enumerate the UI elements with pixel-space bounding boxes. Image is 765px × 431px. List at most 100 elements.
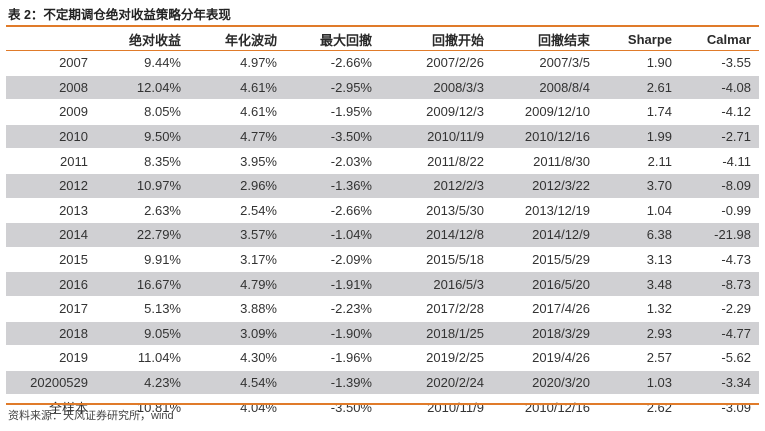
cell-ann-vol: 4.04% xyxy=(189,394,285,420)
cell-dd-end: 2014/12/9 xyxy=(492,222,598,248)
cell-sharpe: 2.61 xyxy=(598,75,680,101)
cell-calmar: -2.71 xyxy=(680,124,759,150)
cell-max-drawdown: -1.96% xyxy=(285,345,380,371)
cell-max-drawdown: -1.90% xyxy=(285,321,380,347)
cell-sharpe: 3.70 xyxy=(598,173,680,199)
cell-abs-return: 16.67% xyxy=(96,271,189,297)
cell-period: 2019 xyxy=(6,345,96,371)
cell-period: 2013 xyxy=(6,198,96,224)
cell-max-drawdown: -1.36% xyxy=(285,173,380,199)
cell-period: 20200529 xyxy=(6,370,96,396)
cell-period: 2009 xyxy=(6,99,96,125)
cell-period: 2014 xyxy=(6,222,96,248)
cell-dd-end: 2018/3/29 xyxy=(492,321,598,347)
cell-dd-end: 2017/4/26 xyxy=(492,296,598,322)
table-row: 2012 10.97% 2.96% -1.36% 2012/2/3 2012/3/22 3.… xyxy=(6,173,759,199)
header-rule xyxy=(6,50,759,51)
cell-period: 2008 xyxy=(6,75,96,101)
cell-dd-start: 2015/5/18 xyxy=(380,247,492,273)
cell-sharpe: 1.90 xyxy=(598,51,680,76)
table-row: 全样本 10.81% 4.04% -3.50% 2010/11/9 2010/12/16 2… xyxy=(6,394,759,420)
cell-dd-end: 2010/12/16 xyxy=(492,124,598,150)
cell-sharpe: 3.13 xyxy=(598,247,680,273)
cell-abs-return: 9.91% xyxy=(96,247,189,273)
cell-dd-start: 2009/12/3 xyxy=(380,99,492,125)
top-rule xyxy=(6,25,759,27)
table-row: 2016 16.67% 4.79% -1.91% 2016/5/3 2016/5/20 3.… xyxy=(6,271,759,297)
cell-sharpe: 1.03 xyxy=(598,370,680,396)
cell-period: 2018 xyxy=(6,321,96,347)
table-row: 2018 9.05% 3.09% -1.90% 2018/1/25 2018/3/29 2.… xyxy=(6,321,759,347)
cell-period: 2011 xyxy=(6,148,96,174)
cell-abs-return: 10.97% xyxy=(96,173,189,199)
table-row: 2009 8.05% 4.61% -1.95% 2009/12/3 2009/12/10 1… xyxy=(6,99,759,125)
cell-calmar: -21.98 xyxy=(680,222,759,248)
cell-dd-start: 2007/2/26 xyxy=(380,51,492,76)
cell-calmar: -4.73 xyxy=(680,247,759,273)
cell-calmar: -3.34 xyxy=(680,370,759,396)
cell-dd-end: 2011/8/30 xyxy=(492,148,598,174)
cell-abs-return: 9.50% xyxy=(96,124,189,150)
cell-sharpe: 1.32 xyxy=(598,296,680,322)
cell-ann-vol: 3.57% xyxy=(189,222,285,248)
cell-abs-return: 8.35% xyxy=(96,148,189,174)
table-body: 2007 9.44% 4.97% -2.66% 2007/2/26 2007/3/5 1.9… xyxy=(6,51,759,420)
cell-sharpe: 1.99 xyxy=(598,124,680,150)
cell-sharpe: 2.62 xyxy=(598,394,680,420)
cell-dd-start: 2020/2/24 xyxy=(380,370,492,396)
cell-max-drawdown: -2.03% xyxy=(285,148,380,174)
cell-dd-end: 2013/12/19 xyxy=(492,198,598,224)
cell-abs-return: 5.13% xyxy=(96,296,189,322)
cell-dd-end: 2010/12/16 xyxy=(492,394,598,420)
cell-dd-start: 2014/12/8 xyxy=(380,222,492,248)
cell-calmar: -3.55 xyxy=(680,51,759,76)
cell-dd-end: 2020/3/20 xyxy=(492,370,598,396)
cell-calmar: -4.08 xyxy=(680,75,759,101)
cell-calmar: -4.11 xyxy=(680,148,759,174)
cell-sharpe: 2.57 xyxy=(598,345,680,371)
cell-calmar: -2.29 xyxy=(680,296,759,322)
table-row: 2007 9.44% 4.97% -2.66% 2007/2/26 2007/3/5 1.9… xyxy=(6,51,759,76)
cell-sharpe: 3.48 xyxy=(598,271,680,297)
table-row: 20200529 4.23% 4.54% -1.39% 2020/2/24 2020/3/… xyxy=(6,370,759,396)
cell-dd-end: 2019/4/26 xyxy=(492,345,598,371)
header-dd-end: 回撤结束 xyxy=(537,32,590,48)
cell-max-drawdown: -2.23% xyxy=(285,296,380,322)
cell-max-drawdown: -1.04% xyxy=(285,222,380,248)
header-abs-return: 绝对收益 xyxy=(128,32,181,48)
cell-dd-end: 2009/12/10 xyxy=(492,99,598,125)
table-row: 2008 12.04% 4.61% -2.95% 2008/3/3 2008/8/4 2.6… xyxy=(6,75,759,101)
cell-ann-vol: 4.97% xyxy=(189,51,285,76)
cell-dd-end: 2015/5/29 xyxy=(492,247,598,273)
table-row: 2013 2.63% 2.54% -2.66% 2013/5/30 2013/12/19 1… xyxy=(6,198,759,224)
cell-ann-vol: 3.17% xyxy=(189,247,285,273)
cell-sharpe: 1.04 xyxy=(598,198,680,224)
cell-max-drawdown: -2.09% xyxy=(285,247,380,273)
table-row: 2011 8.35% 3.95% -2.03% 2011/8/22 2011/8/30 2.… xyxy=(6,148,759,174)
cell-abs-return: 9.44% xyxy=(96,51,189,76)
cell-max-drawdown: -1.91% xyxy=(285,271,380,297)
table-row: 2017 5.13% 3.88% -2.23% 2017/2/28 2017/4/26 1.… xyxy=(6,296,759,322)
cell-max-drawdown: -2.66% xyxy=(285,51,380,76)
header-dd-start: 回撤开始 xyxy=(431,32,484,48)
cell-sharpe: 1.74 xyxy=(598,99,680,125)
source-note: 资料来源：天风证券研究所，wind xyxy=(8,410,174,422)
cell-ann-vol: 4.79% xyxy=(189,271,285,297)
cell-dd-end: 2008/8/4 xyxy=(492,75,598,101)
cell-calmar: -5.62 xyxy=(680,345,759,371)
cell-sharpe: 2.11 xyxy=(598,148,680,174)
cell-dd-end: 2012/3/22 xyxy=(492,173,598,199)
table-row: 2014 22.79% 3.57% -1.04% 2014/12/8 2014/12/9 6… xyxy=(6,222,759,248)
cell-max-drawdown: -1.95% xyxy=(285,99,380,125)
cell-dd-start: 2008/3/3 xyxy=(380,75,492,101)
table-caption: 表 2：不定期调仓绝对收益策略分年表现 xyxy=(8,8,231,22)
cell-ann-vol: 3.88% xyxy=(189,296,285,322)
cell-abs-return: 4.23% xyxy=(96,370,189,396)
cell-period: 2012 xyxy=(6,173,96,199)
cell-dd-start: 2018/1/25 xyxy=(380,321,492,347)
cell-ann-vol: 2.54% xyxy=(189,198,285,224)
bottom-rule xyxy=(6,403,759,405)
cell-period: 2007 xyxy=(6,51,96,76)
cell-calmar: -4.12 xyxy=(680,99,759,125)
cell-calmar: -8.09 xyxy=(680,173,759,199)
